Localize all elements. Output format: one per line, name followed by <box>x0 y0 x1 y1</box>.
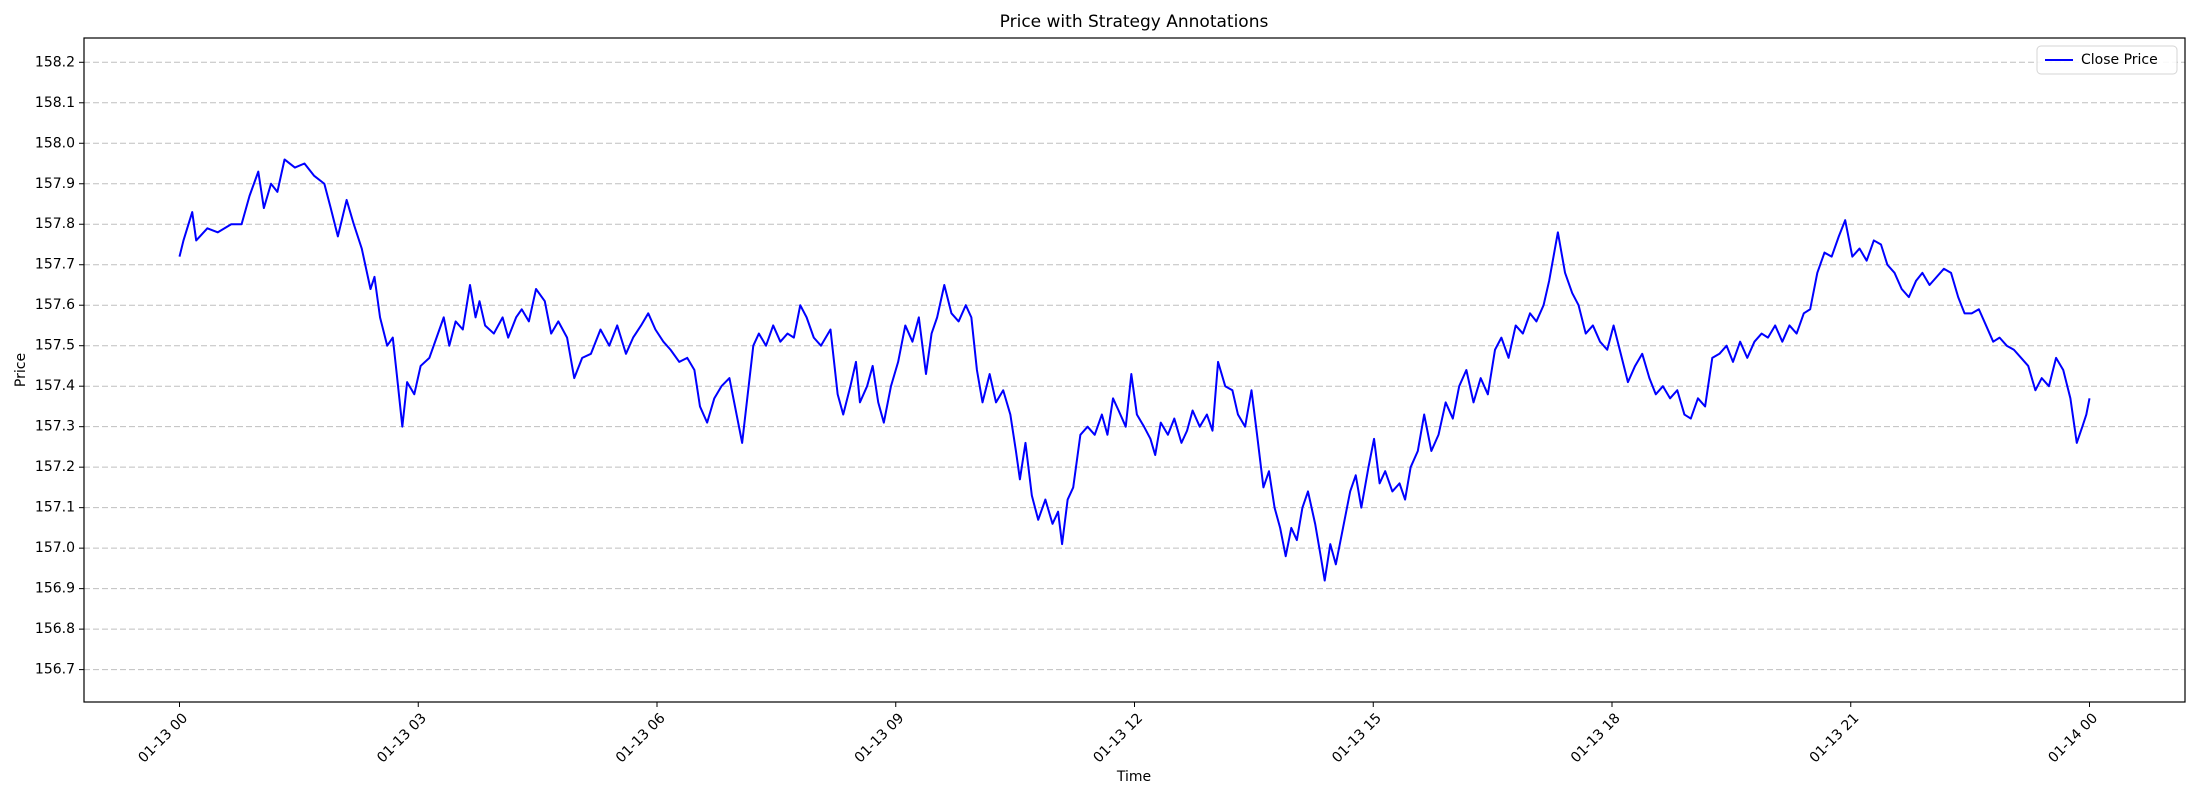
y-tick-label: 157.1 <box>35 500 75 516</box>
price-line <box>178 158 2091 582</box>
x-tick-label: 01-13 12 <box>1090 710 1146 766</box>
y-tick-label: 158.0 <box>35 135 75 151</box>
y-tick-label: 157.7 <box>35 257 75 273</box>
y-tick-label: 158.1 <box>35 95 75 111</box>
y-tick-label: 157.2 <box>35 459 75 475</box>
y-tick-label: 157.3 <box>35 419 75 435</box>
y-tick-label: 157.6 <box>35 297 75 313</box>
x-tick-label: 01-13 21 <box>1807 710 1863 766</box>
x-tick-label: 01-13 09 <box>852 710 908 766</box>
x-tick-label: 01-13 15 <box>1329 710 1385 766</box>
plot-frame <box>83 37 2186 703</box>
y-axis-label: Price <box>13 353 29 387</box>
x-tick-label: 01-13 06 <box>613 710 669 766</box>
legend-label: Close Price <box>2081 52 2158 68</box>
y-tick-label: 157.8 <box>35 216 75 232</box>
chart-title: Price with Strategy Annotations <box>1000 12 1269 32</box>
x-tick-label: 01-13 18 <box>1568 710 1624 766</box>
x-tick-label: 01-14 00 <box>2045 710 2101 766</box>
x-tick-label: 01-13 00 <box>135 710 191 766</box>
x-tick-label: 01-13 03 <box>374 710 430 766</box>
y-tick-label: 156.7 <box>35 662 75 678</box>
y-tick-label: 157.0 <box>35 540 75 556</box>
y-tick-label: 156.9 <box>35 581 75 597</box>
y-tick-label: 157.5 <box>35 338 75 354</box>
y-tick-label: 158.2 <box>35 54 75 70</box>
y-tick-label: 157.4 <box>35 378 75 394</box>
y-tick-label: 156.8 <box>35 621 75 637</box>
x-axis-label: Time <box>1116 769 1151 785</box>
y-tick-label: 157.9 <box>35 176 75 192</box>
legend-box <box>2036 45 2178 75</box>
